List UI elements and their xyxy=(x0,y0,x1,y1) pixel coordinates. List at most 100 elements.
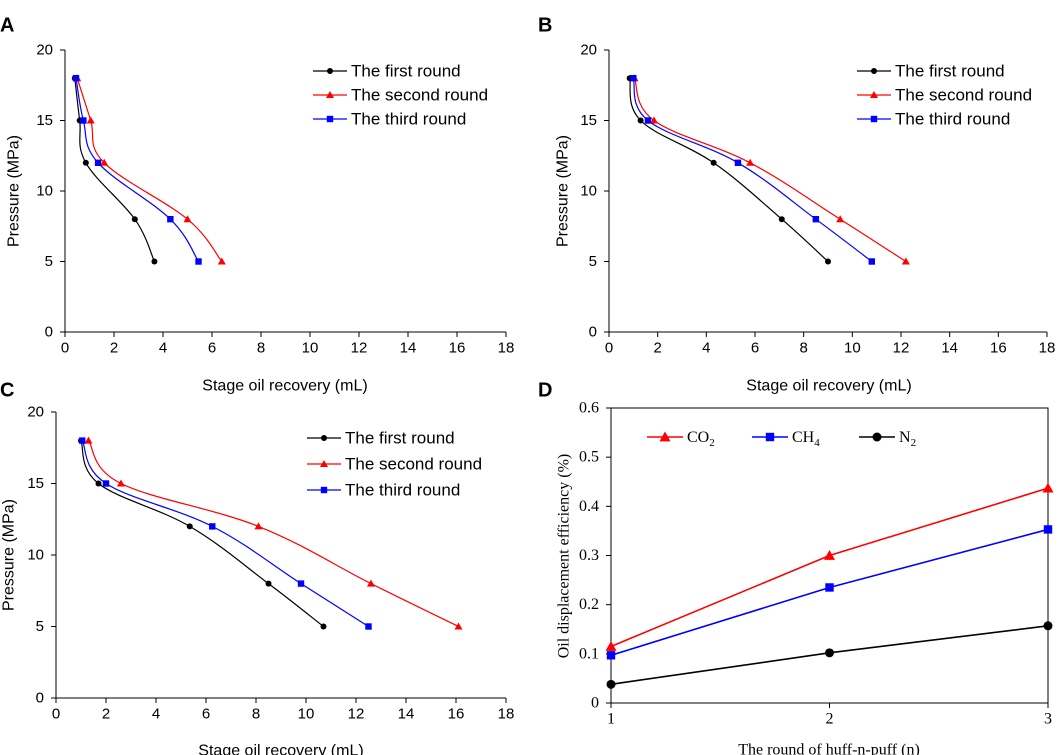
data-point xyxy=(1043,621,1053,631)
x-tick-label: 18 xyxy=(498,705,515,722)
y-tick-label: 5 xyxy=(589,253,597,270)
data-point xyxy=(825,258,831,265)
data-point xyxy=(746,158,755,166)
data-point xyxy=(812,216,820,223)
legend-label: The third round xyxy=(895,110,1010,129)
data-point xyxy=(637,117,644,124)
y-axis-title: Pressure (MPa) xyxy=(555,135,572,247)
series-3: The third round xyxy=(79,437,460,630)
series-1: The first round xyxy=(78,429,455,630)
data-point xyxy=(868,258,875,265)
x-tick-label: 16 xyxy=(449,339,466,356)
legend-label: CO2 xyxy=(687,429,715,449)
legend-marker xyxy=(327,68,333,74)
x-tick-label: 16 xyxy=(448,705,465,722)
y-tick-label: 0.5 xyxy=(579,449,599,466)
data-point xyxy=(825,583,834,592)
series-line xyxy=(610,487,1049,648)
legend-label: N2 xyxy=(899,429,916,449)
x-tick-label: 12 xyxy=(348,705,365,722)
panel-d: D 0 0.1 0.2 0.3 0.4 0.5 0.6 1 2 3 The round of huff… xyxy=(538,380,1054,755)
legend-label: The first round xyxy=(895,62,1005,81)
legend-marker xyxy=(659,431,671,442)
data-point xyxy=(644,117,652,124)
panel-label: B xyxy=(538,15,552,37)
legend-marker xyxy=(765,432,775,442)
data-point xyxy=(80,117,87,124)
panel-a: A 0 5 10 15 20 0 2 4 6 8 10 12 14 16 18 Stage oil recove… xyxy=(0,15,514,395)
series-2: The second round xyxy=(630,74,1032,265)
y-axis-title: Pressure (MPa) xyxy=(1,499,18,611)
series-line xyxy=(633,77,907,263)
y-tick-label: 5 xyxy=(36,618,44,635)
data-point xyxy=(82,159,89,166)
data-point xyxy=(151,258,158,265)
legend-marker xyxy=(326,91,334,98)
y-tick-label: 10 xyxy=(27,547,44,564)
y-tick-label: 15 xyxy=(580,112,597,129)
x-tick-label: 6 xyxy=(208,339,216,356)
data-point xyxy=(734,159,742,166)
x-axis-title: Stage oil recovery (mL) xyxy=(202,378,367,395)
legend-marker xyxy=(872,432,882,442)
data-point xyxy=(901,257,910,265)
x-tick-label: 18 xyxy=(498,339,515,356)
y-tick-label: 0.1 xyxy=(579,645,599,662)
x-tick-label: 16 xyxy=(990,339,1007,356)
series-1: CO2 xyxy=(605,429,1054,651)
x-tick-label: 8 xyxy=(252,705,260,722)
data-point xyxy=(454,622,463,630)
x-tick-label: 2 xyxy=(653,339,661,356)
data-point xyxy=(86,116,95,124)
data-point xyxy=(836,215,845,223)
data-point xyxy=(824,550,835,560)
x-tick-label: 4 xyxy=(702,339,710,356)
x-tick-label: 8 xyxy=(257,339,265,356)
x-tick-label: 10 xyxy=(302,339,319,356)
series-3: The third round xyxy=(630,75,1010,265)
y-axis-title: Oil displacement efficiency (%) xyxy=(556,454,573,659)
y-tick-label: 0 xyxy=(45,324,53,341)
x-tick-label: 10 xyxy=(844,339,861,356)
legend-label-text: CH xyxy=(792,429,815,446)
data-point xyxy=(209,523,216,530)
x-axis-title: Stage oil recovery (mL) xyxy=(198,743,363,755)
x-tick-label: 10 xyxy=(298,705,315,722)
x-tick-label: 2 xyxy=(826,710,834,727)
data-point xyxy=(186,523,193,530)
legend-label-subscript: 4 xyxy=(814,437,820,449)
y-tick-label: 0.3 xyxy=(579,547,599,564)
series-line xyxy=(629,78,829,262)
legend-label: The second round xyxy=(351,86,488,105)
series-2: The second round xyxy=(73,74,488,265)
series-3: The third round xyxy=(72,75,466,265)
x-tick-label: 4 xyxy=(159,339,167,356)
data-point xyxy=(254,522,263,530)
series-line xyxy=(610,528,1049,657)
series-1: The first round xyxy=(626,62,1005,265)
legend-marker xyxy=(871,68,877,74)
x-tick-label: 2 xyxy=(102,705,110,722)
legend-marker xyxy=(320,486,328,494)
legend-label: The first round xyxy=(345,429,455,448)
x-tick-label: 6 xyxy=(202,705,210,722)
data-point xyxy=(630,75,637,82)
x-axis-title: Stage oil recovery (mL) xyxy=(746,378,911,395)
y-axis-title: Pressure (MPa) xyxy=(6,135,23,247)
data-point xyxy=(72,75,80,82)
x-tick-label: 1 xyxy=(607,710,615,727)
x-tick-label: 14 xyxy=(398,705,415,722)
y-tick-label: 20 xyxy=(36,42,53,59)
x-tick-label: 0 xyxy=(61,339,69,356)
y-tick-label: 0 xyxy=(589,324,597,341)
legend-marker xyxy=(870,115,878,123)
series-2: CH4 xyxy=(606,429,1053,660)
panel-label: D xyxy=(538,380,552,402)
x-tick-label: 3 xyxy=(1044,710,1052,727)
x-tick-label: 12 xyxy=(351,339,368,356)
x-tick-label: 18 xyxy=(1039,339,1056,356)
legend-label: The third round xyxy=(351,110,466,129)
legend-marker xyxy=(320,460,328,467)
data-point xyxy=(131,216,138,223)
data-point xyxy=(1043,525,1053,534)
